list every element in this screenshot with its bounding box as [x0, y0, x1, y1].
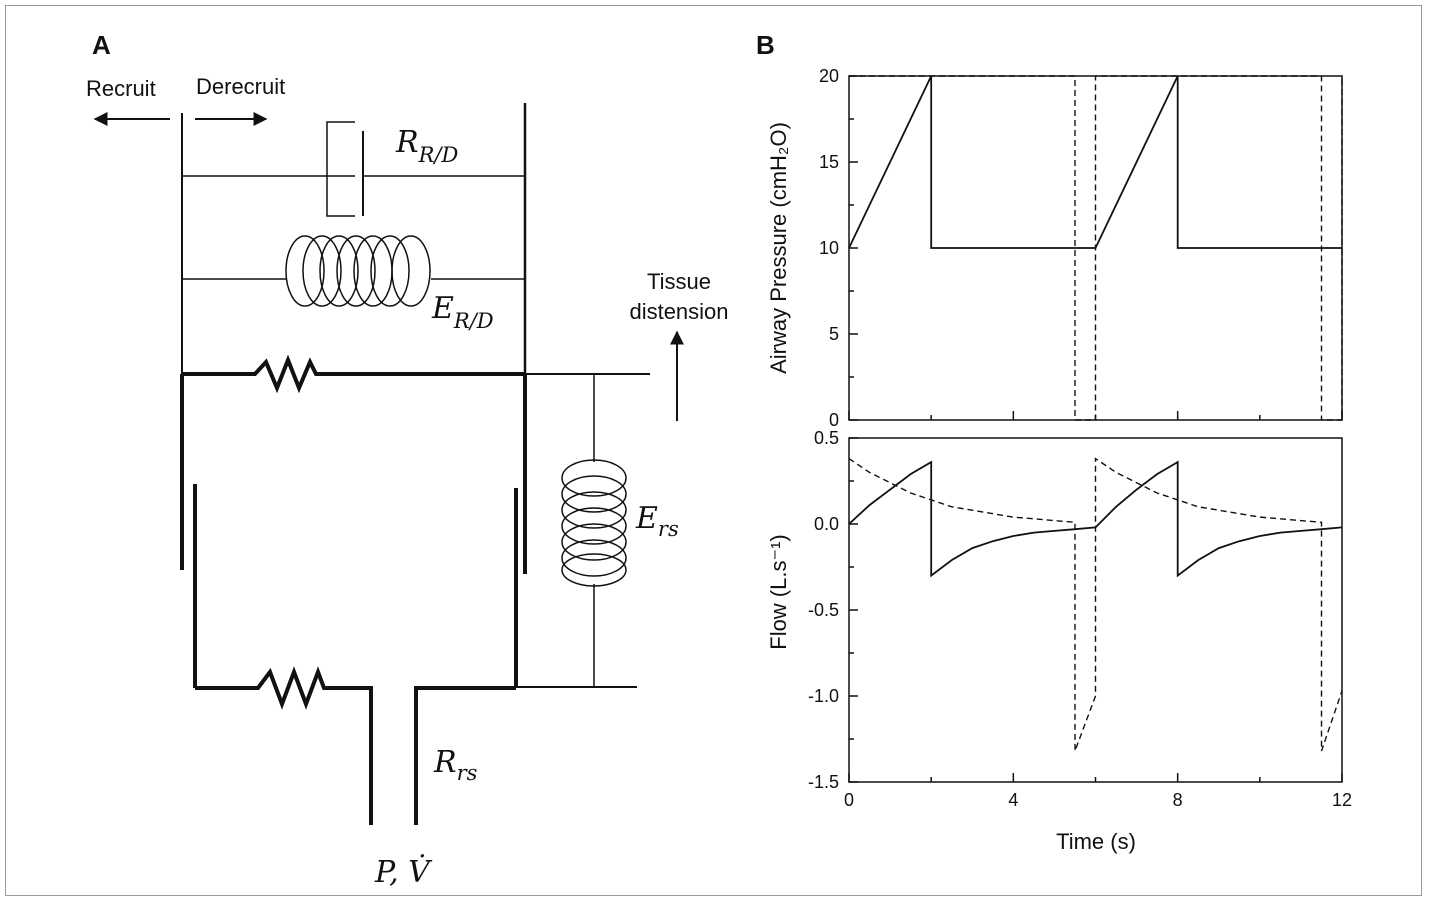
spring-e-rd: [182, 235, 525, 307]
pressure-y-tick-label: 5: [829, 324, 839, 344]
derecruit-label: Derecruit: [196, 74, 285, 99]
flow-y-tick-label: -1.5: [808, 772, 839, 792]
x-tick-label: 0: [844, 790, 854, 810]
r-rd-main: R: [395, 125, 419, 160]
r-rd-symbol: RR/D: [395, 125, 458, 167]
flow-y-tick-label: 0.0: [814, 514, 839, 534]
tissue-label-2: distension: [629, 299, 728, 324]
r-rs-symbol: Rrs: [433, 745, 478, 785]
pressure-y-tick-label: 10: [819, 238, 839, 258]
lower-airway-right: [414, 686, 516, 825]
pressure-y-tick-label: 20: [819, 66, 839, 86]
e-rd-symbol: ER/D: [431, 291, 494, 333]
panel-a-label: A: [92, 30, 111, 60]
pressure-axis-title: Airway Pressure (cmH₂O): [766, 122, 791, 374]
panel-a: A Recruit Derecruit RR/D: [86, 30, 729, 890]
flow-axis-title: Flow (L.s⁻¹): [766, 534, 791, 650]
panel-b-label: B: [756, 30, 775, 60]
e-rd-sub: R/D: [453, 309, 494, 333]
pressure-y-tick-label: 15: [819, 152, 839, 172]
dashpot-r-rd: [182, 121, 525, 217]
x-tick-label: 4: [1008, 790, 1018, 810]
r-rs-sub: rs: [457, 761, 478, 785]
e-rs-symbol: Ers: [635, 501, 679, 541]
p-v-symbol: P, V̇: [374, 855, 433, 890]
e-rs-sub: rs: [658, 517, 679, 541]
tissue-label-1: Tissue: [647, 269, 711, 294]
x-tick-label: 8: [1173, 790, 1183, 810]
spring-e-rs: [561, 374, 627, 687]
lower-resistor: [195, 666, 373, 825]
flow-dashed-series: [848, 457, 1343, 752]
flow-y-tick-label: -1.0: [808, 686, 839, 706]
recruit-label: Recruit: [86, 76, 156, 101]
time-axis-title: Time (s): [1056, 829, 1136, 854]
pressure-y-tick-label: 0: [829, 410, 839, 430]
e-rd-main: E: [431, 291, 454, 326]
panel-b: B 0 5 10 15 20 0 4 8 12 -1.5 -1.0 -0.5 0.0 0.5 Airwa…: [756, 30, 1352, 854]
flow-y-tick-label: 0.5: [814, 428, 839, 448]
r-rs-main: R: [433, 745, 457, 780]
flow-chart: 0 4 8 12 -1.5 -1.0 -0.5 0.0 0.5: [808, 428, 1352, 810]
pressure-dashed-series: [849, 75, 1343, 421]
r-rd-sub: R/D: [418, 143, 459, 167]
pressure-chart: 0 5 10 15 20: [819, 66, 1343, 430]
x-tick-label: 12: [1332, 790, 1352, 810]
flow-y-tick-label: -0.5: [808, 600, 839, 620]
pressure-solid-series: [848, 75, 1342, 249]
figure-frame: [5, 5, 1422, 896]
e-rs-main: E: [635, 501, 658, 536]
upper-resistor: [182, 354, 525, 394]
